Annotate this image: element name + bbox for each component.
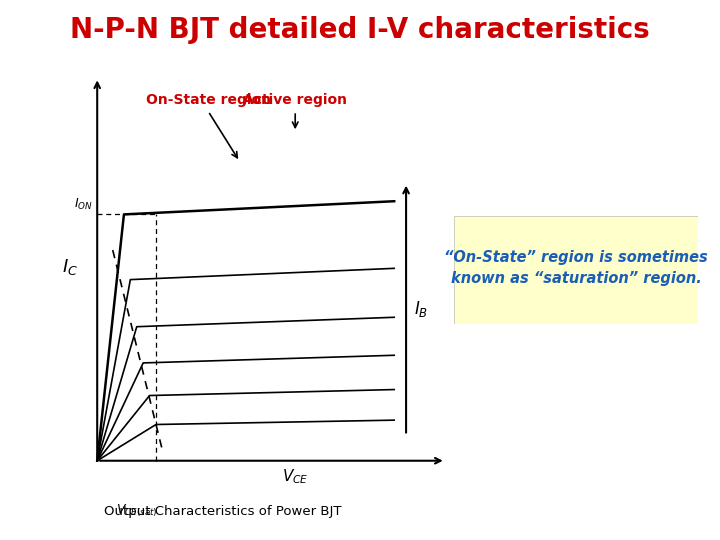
FancyBboxPatch shape [454,216,698,324]
Text: $I_{ON}$: $I_{ON}$ [74,197,94,212]
Text: Output Characteristics of Power BJT: Output Characteristics of Power BJT [104,505,342,518]
Text: On-State region: On-State region [145,93,271,107]
Text: $I_C$: $I_C$ [62,257,78,277]
Text: Active region: Active region [243,93,347,107]
Text: “On-State” region is sometimes
known as “saturation” region.: “On-State” region is sometimes known as … [444,250,708,286]
Text: N-P-N BJT detailed I-V characteristics: N-P-N BJT detailed I-V characteristics [70,16,650,44]
Text: $V_{CE}$: $V_{CE}$ [282,467,308,486]
Text: $I_B$: $I_B$ [414,299,428,319]
Text: $V_{CE(sat)}$: $V_{CE(sat)}$ [116,503,158,519]
